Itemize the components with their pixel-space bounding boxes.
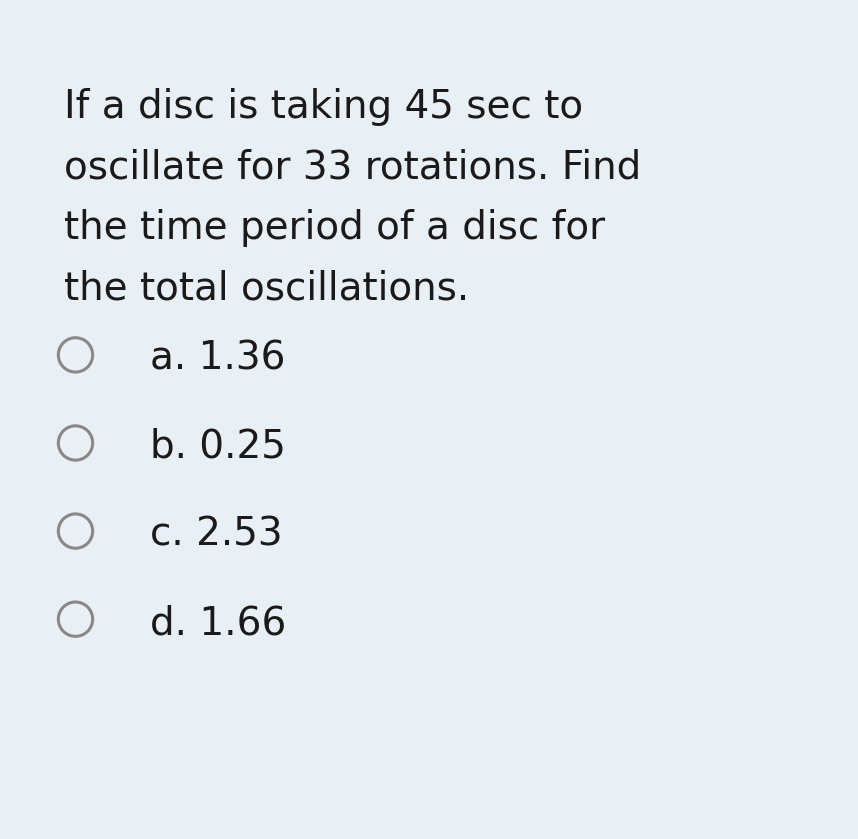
Text: the time period of a disc for: the time period of a disc for — [64, 209, 606, 247]
Text: c. 2.53: c. 2.53 — [150, 516, 283, 554]
Text: oscillate for 33 rotations. Find: oscillate for 33 rotations. Find — [64, 149, 642, 186]
Text: the total oscillations.: the total oscillations. — [64, 269, 469, 307]
Text: b. 0.25: b. 0.25 — [150, 428, 286, 466]
Text: If a disc is taking 45 sec to: If a disc is taking 45 sec to — [64, 88, 583, 126]
Text: a. 1.36: a. 1.36 — [150, 340, 286, 378]
Text: d. 1.66: d. 1.66 — [150, 604, 287, 642]
